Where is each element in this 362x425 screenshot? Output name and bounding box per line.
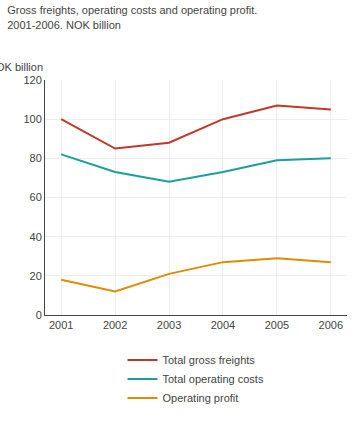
- svg-text:20: 20: [30, 270, 42, 282]
- svg-text:2006: 2006: [319, 319, 343, 331]
- svg-text:120: 120: [23, 74, 41, 86]
- svg-text:Total gross freights: Total gross freights: [163, 354, 256, 366]
- svg-text:2003: 2003: [157, 319, 181, 331]
- svg-text:2004: 2004: [211, 319, 235, 331]
- svg-text:2002: 2002: [103, 319, 127, 331]
- svg-text:60: 60: [30, 191, 42, 203]
- svg-text:Operating profit: Operating profit: [163, 392, 239, 404]
- svg-text:Total operating costs: Total operating costs: [163, 373, 264, 385]
- svg-text:100: 100: [23, 113, 41, 125]
- svg-text:2005: 2005: [265, 319, 289, 331]
- svg-text:Gross freights, operating cost: Gross freights, operating costs and oper…: [7, 4, 257, 30]
- svg-text:NOK billion: NOK billion: [0, 61, 43, 73]
- svg-text:80: 80: [30, 152, 42, 164]
- svg-text:0: 0: [36, 309, 42, 321]
- svg-text:2001: 2001: [49, 319, 73, 331]
- svg-text:40: 40: [30, 231, 42, 243]
